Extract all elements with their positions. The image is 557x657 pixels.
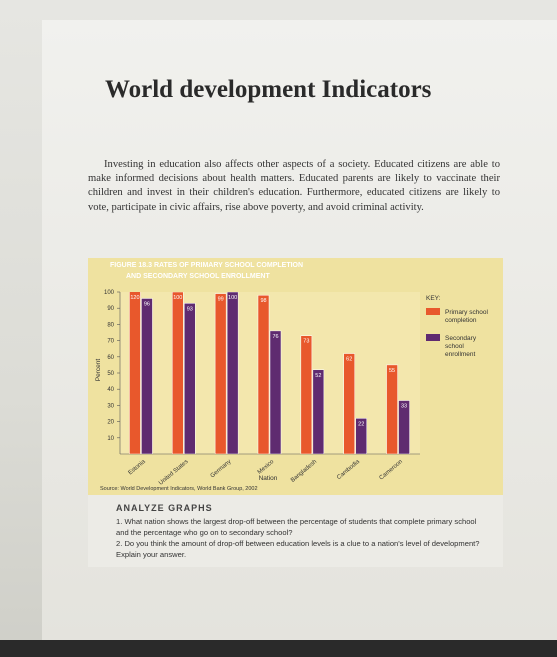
value-label: 76 [272, 334, 278, 340]
bar [257, 294, 270, 454]
y-tick-label: 60 [107, 355, 114, 361]
figure-box: FIGURE 18.3 RATES OF PRIMARY SCHOOL COMP… [88, 258, 503, 495]
x-tick-label: Bangladesh [290, 459, 318, 484]
value-label: 55 [389, 368, 395, 374]
value-label: 120 [130, 295, 139, 301]
value-label: 99 [218, 297, 224, 303]
y-tick-label: 30 [107, 403, 114, 409]
bars [129, 292, 410, 454]
bar [355, 418, 367, 454]
bar [386, 364, 398, 454]
y-tick-label: 20 [107, 420, 114, 426]
x-tick-label: Cameroon [379, 459, 404, 482]
bar [214, 293, 227, 454]
x-tick-label: Germany [210, 459, 233, 479]
question: 2. Do you think the amount of drop-off b… [116, 539, 480, 559]
bar [300, 335, 313, 454]
x-tick-label: United States [158, 459, 189, 487]
bar [269, 330, 282, 454]
paragraph: Investing in education also affects othe… [88, 159, 500, 213]
bar [226, 292, 239, 454]
y-tick-label: 40 [107, 387, 114, 393]
value-label: 22 [358, 421, 364, 427]
value-label: 100 [173, 295, 182, 301]
questions-heading: ANALYZE GRAPHS [116, 503, 213, 513]
bar [398, 400, 410, 454]
value-label: 100 [228, 295, 237, 301]
value-label: 73 [303, 339, 309, 345]
value-label: 96 [144, 301, 150, 307]
bar [129, 292, 141, 454]
bar [343, 353, 355, 454]
legend-label: Primary school completion [445, 309, 489, 324]
bar [172, 292, 184, 454]
table-edge [0, 640, 557, 657]
value-label: 62 [346, 357, 352, 363]
y-tick-label: 80 [107, 322, 114, 328]
y-tick-label: 50 [107, 371, 114, 377]
y-tick-label: 70 [107, 339, 114, 345]
x-tick-label: Estonia [128, 459, 148, 477]
value-label: 98 [260, 298, 266, 304]
source: Source: World Development Indicators, Wo… [100, 486, 258, 492]
bar [184, 303, 196, 454]
value-label: 33 [401, 404, 407, 410]
legend-swatch [426, 334, 440, 341]
y-axis-label: Percent [95, 359, 102, 382]
key-label: KEY: [426, 295, 441, 302]
y-tick-label: 90 [107, 306, 114, 312]
x-tick-label: Cambodia [336, 459, 361, 482]
legend-swatch [426, 308, 440, 315]
value-label: 93 [187, 306, 193, 312]
x-tick-label: Mexico [257, 459, 276, 476]
figure-label: FIGURE 18.3 RATES OF PRIMARY SCHOOL COMP… [110, 262, 303, 269]
x-axis-label: Nation [259, 475, 278, 482]
chart: FIGURE 18.3 RATES OF PRIMARY SCHOOL COMP… [95, 262, 489, 492]
bar [141, 298, 153, 454]
y-tick-label: 10 [107, 436, 114, 442]
value-label: 52 [315, 373, 321, 379]
questions: ANALYZE GRAPHS 1. What nation shows the … [88, 495, 503, 567]
heading: World development Indicators [105, 76, 432, 103]
question: 1. What nation shows the largest drop-of… [116, 517, 477, 537]
figure-title: AND SECONDARY SCHOOL ENROLLMENT [126, 273, 270, 280]
y-tick-label: 100 [104, 290, 115, 296]
bar [312, 369, 325, 454]
legend-label: Secondary school enrollment [445, 335, 477, 358]
